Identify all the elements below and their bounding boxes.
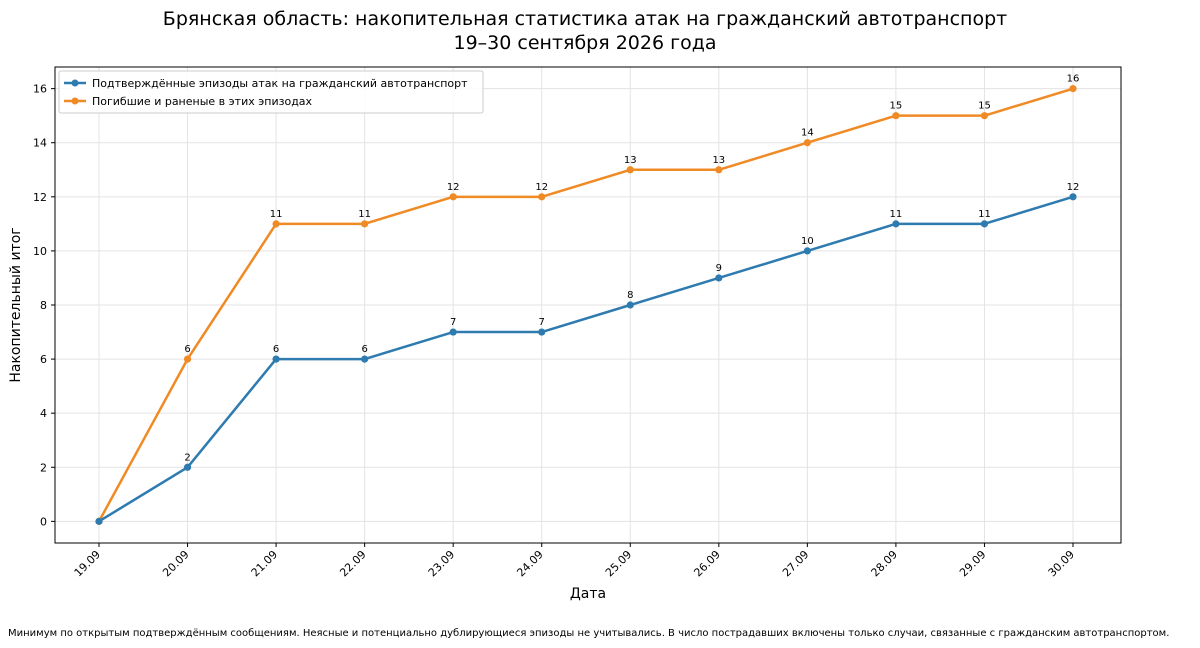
- data-point-episodes: [892, 220, 900, 228]
- y-tick-label: 8: [40, 299, 47, 312]
- data-label-episodes: 11: [890, 209, 903, 220]
- data-label-episodes: 11: [978, 209, 991, 220]
- y-axis-label: Накопительный итог: [8, 227, 24, 382]
- data-label-episodes: 7: [539, 317, 545, 328]
- data-label-episodes: 6: [273, 344, 279, 355]
- x-tick-label: 21.09: [249, 548, 280, 579]
- x-tick-label: 27.09: [780, 548, 811, 579]
- data-point-casualties: [626, 166, 634, 174]
- data-point-episodes: [538, 328, 546, 336]
- data-point-episodes: [715, 274, 723, 282]
- x-tick-label: 29.09: [957, 548, 988, 579]
- data-label-casualties: 13: [712, 155, 725, 166]
- legend-marker-episodes: [71, 79, 79, 87]
- data-label-casualties: 15: [890, 101, 903, 112]
- y-tick-label: 0: [40, 515, 47, 528]
- x-tick-label: 26.09: [691, 548, 722, 579]
- legend-label-episodes: Подтверждённые эпизоды атак на гражданск…: [92, 77, 468, 90]
- data-point-casualties: [1069, 85, 1077, 93]
- x-tick-label: 23.09: [426, 548, 457, 579]
- y-tick-label: 14: [33, 137, 47, 150]
- x-tick-label: 22.09: [337, 548, 368, 579]
- y-axis: 0 2 4 6 8 10 12 14 16: [33, 83, 55, 528]
- data-point-casualties: [183, 355, 192, 363]
- x-tick-label: 25.09: [603, 548, 634, 579]
- legend-label-casualties: Погибшие и раненые в этих эпизодах: [92, 95, 313, 108]
- series-line-episodes: [98, 195, 1074, 523]
- y-tick-label: 2: [40, 461, 47, 474]
- data-label-episodes: 7: [450, 317, 456, 328]
- data-point-episodes: [626, 301, 634, 309]
- data-point-episodes: [183, 463, 192, 471]
- y-tick-label: 12: [33, 191, 47, 204]
- data-point-casualties: [538, 193, 546, 201]
- x-axis: 19.09 20.09 21.09 22.09 23.09 24.09 25.09 26.09…: [72, 543, 1077, 579]
- data-point-episodes: [1069, 193, 1077, 201]
- x-tick-label: 28.09: [869, 548, 900, 579]
- x-tick-label: 20.09: [160, 548, 191, 579]
- x-tick-label: 24.09: [514, 548, 545, 579]
- data-point-casualties: [980, 112, 989, 120]
- data-point-episodes: [272, 355, 280, 363]
- legend-marker-casualties: [71, 97, 79, 105]
- data-label-episodes: 8: [627, 290, 633, 301]
- y-tick-label: 16: [33, 83, 47, 96]
- x-tick-label: 19.09: [72, 548, 103, 579]
- data-label-casualties: 11: [270, 209, 283, 220]
- data-label-episodes: 6: [361, 344, 367, 355]
- legend: Подтверждённые эпизоды атак на гражданск…: [58, 70, 484, 114]
- data-label-casualties: 11: [358, 209, 371, 220]
- data-point-episodes: [95, 517, 103, 525]
- chart-subtitle: 19–30 сентября 2026 года: [454, 32, 717, 54]
- data-point-casualties: [272, 220, 280, 228]
- grid-lines: [55, 67, 1121, 543]
- data-point-casualties: [892, 112, 900, 120]
- data-label-casualties: 12: [447, 182, 460, 193]
- data-point-casualties: [715, 166, 723, 174]
- data-point-episodes: [980, 220, 989, 228]
- chart-title: Брянская область: накопительная статисти…: [163, 8, 1007, 30]
- data-point-casualties: [361, 220, 369, 228]
- data-labels: 6 11 11 12 12 13 13 14 15 15 16 2 6 6 7 7 8 9 10 11 11 12: [184, 74, 1079, 464]
- data-point-episodes: [803, 247, 811, 255]
- data-label-casualties: 15: [978, 101, 991, 112]
- data-label-casualties: 16: [1067, 74, 1080, 85]
- data-point-episodes: [449, 328, 457, 336]
- data-label-casualties: 14: [801, 128, 814, 139]
- series-line-casualties: [97, 87, 1074, 522]
- data-label-episodes: 9: [716, 263, 722, 274]
- data-label-episodes: 10: [801, 236, 814, 247]
- x-axis-label: Дата: [570, 586, 606, 602]
- x-tick-label: 30.09: [1046, 548, 1077, 579]
- data-point-casualties: [803, 139, 811, 147]
- series-group: [95, 85, 1077, 525]
- data-label-casualties: 6: [184, 344, 190, 355]
- data-point-casualties: [449, 193, 457, 201]
- y-tick-label: 4: [40, 407, 47, 420]
- data-point-episodes: [361, 355, 369, 363]
- data-label-casualties: 13: [624, 155, 637, 166]
- y-tick-label: 10: [33, 245, 47, 258]
- data-label-episodes: 12: [1067, 182, 1080, 193]
- data-label-casualties: 12: [535, 182, 548, 193]
- footnote: Минимум по открытым подтверждённым сообщ…: [8, 628, 1170, 639]
- data-label-episodes: 2: [184, 452, 190, 463]
- y-tick-label: 6: [40, 353, 47, 366]
- legend-box: [58, 70, 484, 114]
